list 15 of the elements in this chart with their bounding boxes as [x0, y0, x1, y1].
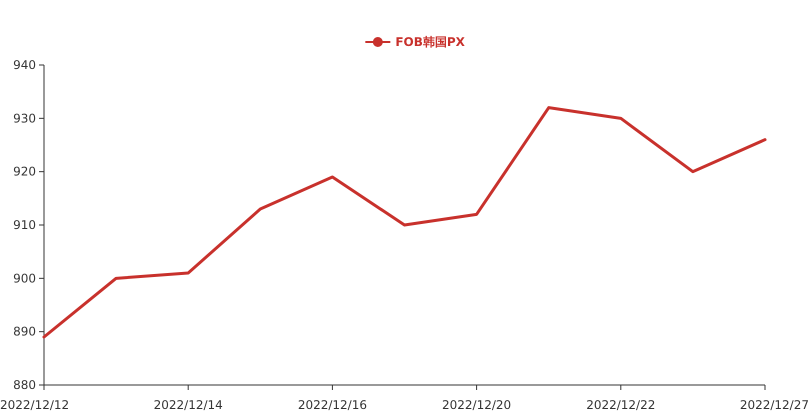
- y-tick-label: 900: [13, 271, 36, 286]
- y-tick-label: 930: [13, 111, 36, 126]
- y-tick-label: 880: [13, 378, 36, 392]
- x-tick-label: 2022/12/20: [442, 398, 512, 412]
- y-tick-label: 890: [13, 324, 36, 339]
- x-tick-label: 2022/12/14: [154, 398, 223, 412]
- x-tick-label: 2022/12/22: [586, 398, 656, 412]
- x-tick-label: 2022/12/16: [298, 398, 367, 412]
- x-tick-label: 2022/12/12: [0, 398, 70, 412]
- legend: FOB韩国PX: [365, 35, 465, 49]
- y-tick-label: 920: [13, 164, 36, 179]
- legend-label: FOB韩国PX: [395, 35, 466, 49]
- y-tick-label: 910: [13, 218, 36, 232]
- y-tick-label: 940: [13, 58, 36, 72]
- x-tick-label: 2022/12/27: [740, 398, 809, 412]
